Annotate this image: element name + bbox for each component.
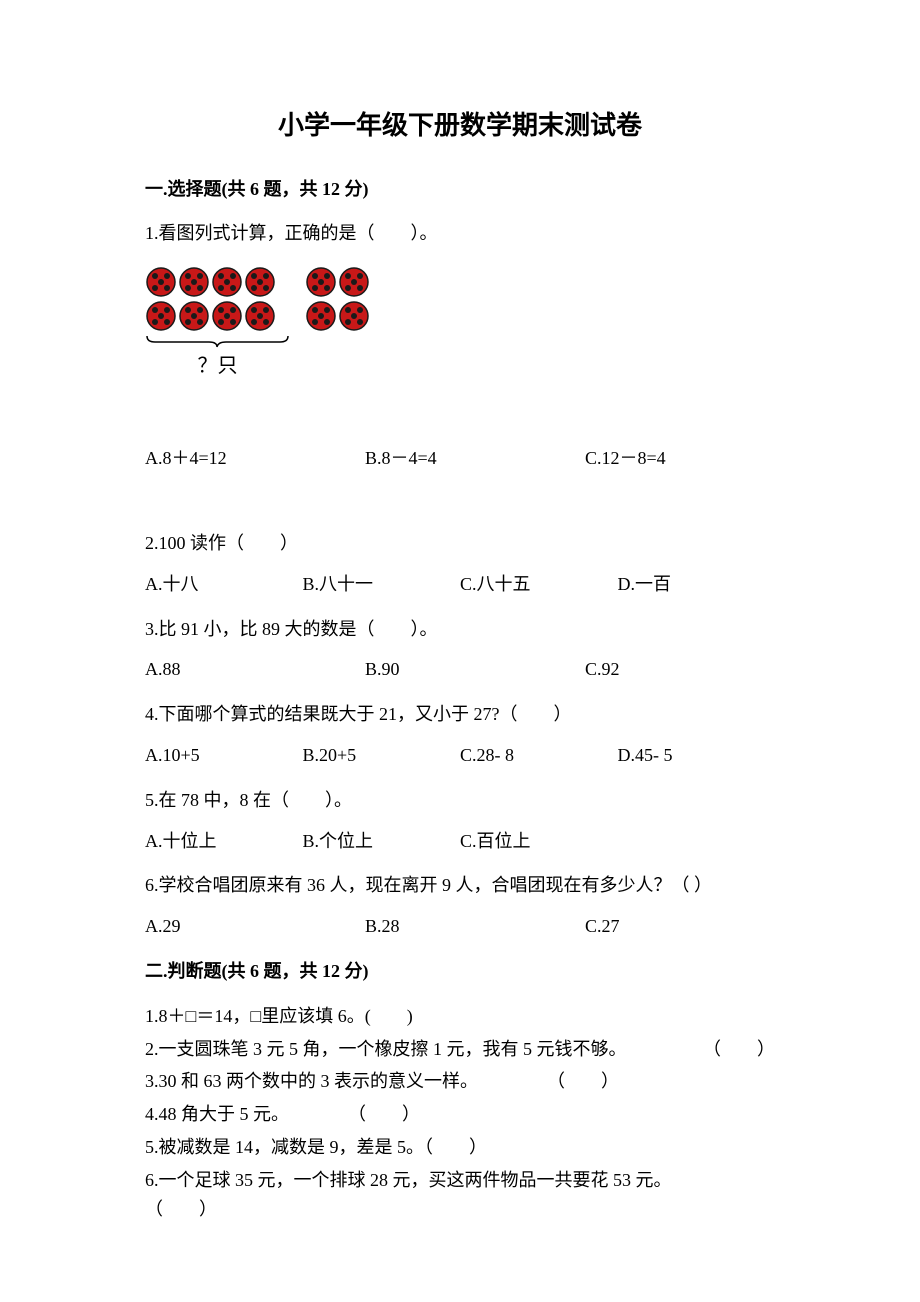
q4-options: A.10+5 B.20+5 C.28- 8 D.45- 5 (145, 741, 775, 770)
ladybug-icon (145, 266, 177, 298)
q6-option-c: C.27 (585, 912, 775, 941)
section-1-header: 一.选择题(共 6 题，共 12 分) (145, 175, 775, 204)
q3-text: 3.比 91 小，比 89 大的数是（ ）。 (145, 615, 775, 644)
ladybug-icon (305, 300, 337, 332)
page-title: 小学一年级下册数学期末测试卷 (145, 105, 775, 147)
q6-options: A.29 B.28 C.27 (145, 912, 775, 941)
ladybug-icon (338, 300, 370, 332)
q4-text: 4.下面哪个算式的结果既大于 21，又小于 27?（ ） (145, 700, 775, 729)
question-6: 6.学校合唱团原来有 36 人，现在离开 9 人，合唱团现在有多少人？（ ） A… (145, 871, 775, 941)
q5-options: A.十位上 B.个位上 C.百位上 (145, 827, 775, 856)
q2-option-d: D.一百 (618, 570, 776, 599)
ladybug-icon (244, 300, 276, 332)
q1-text: 1.看图列式计算，正确的是（ ）。 (145, 219, 775, 248)
ladybug-icon (211, 300, 243, 332)
q2-options: A.十八 B.八十一 C.八十五 D.一百 (145, 570, 775, 599)
q3-option-c: C.92 (585, 655, 775, 684)
q3-option-a: A.88 (145, 655, 365, 684)
q1-diagram: ？只 (145, 266, 775, 382)
ladybug-icon (305, 266, 337, 298)
ladybug-icon (244, 266, 276, 298)
q2-option-c: C.八十五 (460, 570, 618, 599)
judge-6: 6.一个足球 35 元，一个排球 28 元，买这两件物品一共要花 53 元。 （… (145, 1166, 775, 1224)
q1-option-c: C.12－8=4 (585, 444, 775, 473)
judge-6-text: 6.一个足球 35 元，一个排球 28 元，买这两件物品一共要花 53 元。 (145, 1166, 775, 1195)
question-3: 3.比 91 小，比 89 大的数是（ ）。 A.88 B.90 C.92 (145, 615, 775, 685)
question-2: 2.100 读作（ ） A.十八 B.八十一 C.八十五 D.一百 (145, 529, 775, 599)
q5-option-a: A.十位上 (145, 827, 303, 856)
section-2-header: 二.判断题(共 6 题，共 12 分) (145, 957, 775, 986)
ladybug-row-1 (145, 266, 775, 298)
judge-2: 2.一支圆珠笔 3 元 5 角，一个橡皮擦 1 元，我有 5 元钱不够。 （ ） (145, 1035, 775, 1064)
q5-option-b: B.个位上 (303, 827, 461, 856)
q6-option-b: B.28 (365, 912, 585, 941)
q6-text: 6.学校合唱团原来有 36 人，现在离开 9 人，合唱团现在有多少人？（ ） (145, 871, 775, 900)
q4-option-c: C.28- 8 (460, 741, 618, 770)
judge-3: 3.30 和 63 两个数中的 3 表示的意义一样。 （ ） (145, 1067, 775, 1096)
q3-options: A.88 B.90 C.92 (145, 655, 775, 684)
ladybug-icon (211, 266, 243, 298)
ladybug-icon (178, 266, 210, 298)
judge-1: 1.8＋□＝14，□里应该填 6。( ) (145, 1002, 775, 1031)
judge-2-blank: （ ） (703, 1035, 775, 1064)
q5-option-c: C.百位上 (460, 827, 618, 856)
ladybug-row-2 (145, 300, 775, 332)
q1-options: A.8＋4=12 B.8－4=4 C.12－8=4 (145, 444, 775, 473)
q5-option-blank (618, 827, 776, 856)
q1-option-a: A.8＋4=12 (145, 444, 365, 473)
q2-text: 2.100 读作（ ） (145, 529, 775, 558)
q1-brace-label: ？只 (145, 350, 290, 382)
judge-3-text: 3.30 和 63 两个数中的 3 表示的意义一样。 (145, 1071, 478, 1091)
ladybug-icon (145, 300, 177, 332)
q4-option-b: B.20+5 (303, 741, 461, 770)
q4-option-a: A.10+5 (145, 741, 303, 770)
judge-6-blank: （ ） (145, 1195, 775, 1224)
judge-3-blank: （ ） (547, 1071, 619, 1091)
question-4: 4.下面哪个算式的结果既大于 21，又小于 27?（ ） A.10+5 B.20… (145, 700, 775, 770)
ladybug-gap (277, 266, 305, 298)
judge-5: 5.被减数是 14，减数是 9，差是 5。（ ） (145, 1133, 775, 1162)
question-5: 5.在 78 中，8 在（ ）。 A.十位上 B.个位上 C.百位上 (145, 786, 775, 856)
ladybug-icon (338, 266, 370, 298)
judge-2-text: 2.一支圆珠笔 3 元 5 角，一个橡皮擦 1 元，我有 5 元钱不够。 (145, 1035, 627, 1064)
q5-text: 5.在 78 中，8 在（ ）。 (145, 786, 775, 815)
q6-option-a: A.29 (145, 912, 365, 941)
q2-option-b: B.八十一 (303, 570, 461, 599)
judge-4: 4.48 角大于 5 元。 （ ） (145, 1100, 775, 1129)
ladybug-icon (178, 300, 210, 332)
q4-option-d: D.45- 5 (618, 741, 776, 770)
question-1: 1.看图列式计算，正确的是（ ）。 ？只 A.8＋4=12 B.8－4=4 (145, 219, 775, 473)
judge-4-text: 4.48 角大于 5 元。 (145, 1104, 289, 1124)
brace-under-icon (145, 334, 290, 348)
judge-4-blank: （ ） (348, 1104, 420, 1124)
q2-option-a: A.十八 (145, 570, 303, 599)
q1-option-b: B.8－4=4 (365, 444, 585, 473)
q3-option-b: B.90 (365, 655, 585, 684)
ladybug-gap (277, 300, 305, 332)
